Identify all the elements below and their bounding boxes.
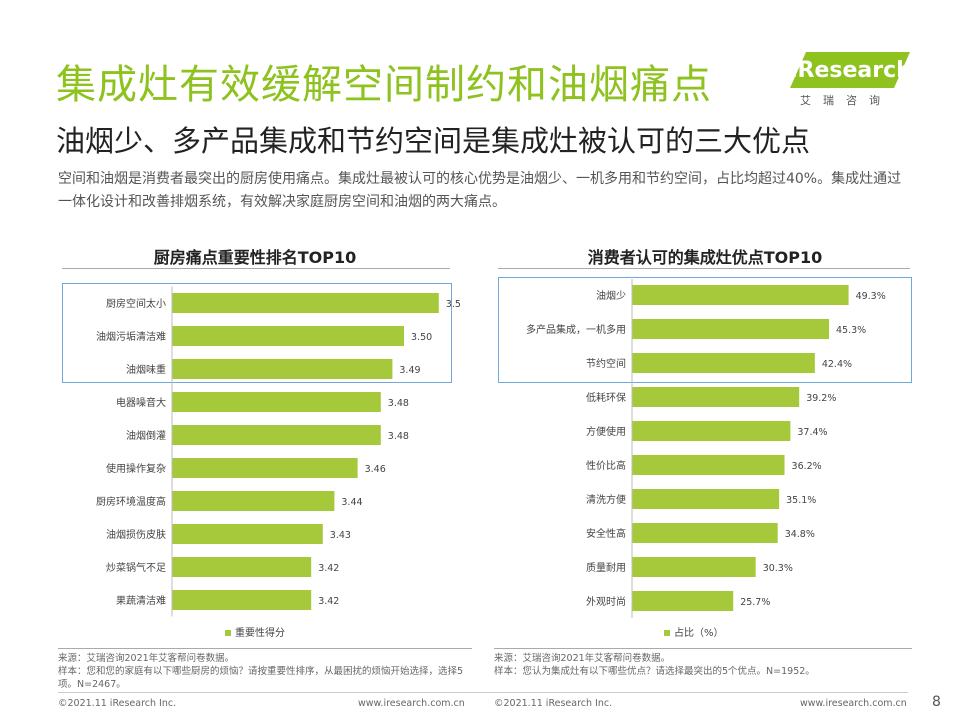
left-highlight-box <box>62 283 452 383</box>
left-chart-title: 厨房痛点重要性排名TOP10 <box>153 248 357 267</box>
logo: iResearch <box>790 58 912 83</box>
footer-copyright-right: ©2021.11 iResearch Inc. <box>494 698 613 709</box>
right-chart-category-label: 性价比高 <box>586 459 626 472</box>
left-chart-bar <box>172 557 312 577</box>
left-chart-category-label: 炒菜锅气不足 <box>106 561 166 574</box>
right-chart-category-label: 节约空间 <box>586 357 626 370</box>
right-chart-value-label: 35.1% <box>786 495 816 506</box>
left-notes-divider <box>58 648 472 649</box>
right-chart-value-label: 39.2% <box>806 393 836 404</box>
left-chart-bar <box>172 458 358 478</box>
left-chart-category-label: 油烟损伤皮肤 <box>106 528 166 541</box>
left-chart-value-label: 3.49 <box>399 365 420 376</box>
right-chart-bar <box>632 285 849 305</box>
left-chart-bar <box>172 359 393 379</box>
page-subtitle: 油烟少、多产品集成和节约空间是集成灶被认可的三大优点 <box>56 124 811 158</box>
left-chart-value-label: 3.44 <box>341 497 362 508</box>
left-chart-bar <box>172 524 323 544</box>
right-chart-bar <box>632 319 830 339</box>
left-chart-category-label: 油烟味重 <box>126 363 166 376</box>
left-chart-value-label: 3.48 <box>388 431 409 442</box>
right-chart-category-label: 低耗环保 <box>586 391 626 404</box>
left-chart-value-label: 3.50 <box>411 332 432 343</box>
page-description: 空间和油烟是消费者最突出的厨房使用痛点。集成灶最被认可的核心优势是油烟少、一机多… <box>58 171 902 210</box>
logo-background-shape <box>790 52 910 88</box>
right-sample-note: 样本：您认为集成灶有以下哪些优点？请选择最突出的5个优点。N=1952。 <box>494 666 815 677</box>
footer-divider <box>58 692 908 693</box>
left-chart-value-label: 3.42 <box>318 596 339 607</box>
left-chart-category-label: 果蔬清洁难 <box>116 594 166 607</box>
right-chart-value-label: 30.3% <box>763 563 793 574</box>
right-chart-category-label: 安全性高 <box>586 527 626 540</box>
left-bar-chart: 厨房空间太小 3.53 油烟污垢清洁难 3.50 油烟味重 3.49 电器噪音大 3.48 油烟… <box>96 286 460 639</box>
right-source-note: 来源：艾瑞咨询2021年艾客帮问卷数据。 <box>494 653 671 664</box>
right-chart-bar <box>632 489 780 509</box>
right-chart-bar <box>632 455 785 475</box>
right-chart-bar <box>632 353 815 373</box>
left-source-note: 来源：艾瑞咨询2021年艾客帮问卷数据。 <box>58 653 235 664</box>
right-chart-value-label: 25.7% <box>740 597 770 608</box>
left-chart-bar <box>172 293 439 313</box>
left-chart-value-label: 3.43 <box>330 530 351 541</box>
left-chart-value-label: 3.46 <box>365 464 386 475</box>
left-chart-bar <box>172 491 335 511</box>
left-chart-bar <box>172 326 404 346</box>
right-chart-category-label: 油烟少 <box>596 289 626 302</box>
right-bar-chart: 油烟少 49.3% 多产品集成，一机多用 45.3% 节约空间 42.4% 低耗环保 39.2… <box>526 279 886 639</box>
left-chart-bar <box>172 590 312 610</box>
right-chart-value-label: 37.4% <box>797 427 827 438</box>
page-title: 集成灶有效缓解空间制约和油烟痛点 <box>56 62 712 108</box>
left-chart-category-label: 油烟倒灌 <box>126 429 166 442</box>
left-chart-category-label: 油烟污垢清洁难 <box>96 330 166 343</box>
left-notes: 来源：艾瑞咨询2021年艾客帮问卷数据。 样本：您和您的家庭有以下哪些厨房的烦恼… <box>58 652 474 691</box>
right-chart-category-label: 多产品集成，一机多用 <box>526 323 626 336</box>
left-sample-note: 样本：您和您的家庭有以下哪些厨房的烦恼？请按重要性排序，从最困扰的烦恼开始选择，… <box>58 666 464 690</box>
left-chart-bar <box>172 425 381 445</box>
right-chart-bar <box>632 387 800 407</box>
right-chart-legend-label: 占比（%） <box>674 626 724 639</box>
logo-shape <box>790 52 910 88</box>
right-notes-divider <box>494 648 912 649</box>
left-chart-legend-label: 重要性得分 <box>235 626 285 639</box>
footer-url-left[interactable]: www.iresearch.com.cn <box>358 698 465 709</box>
footer-copyright-left: ©2021.11 iResearch Inc. <box>58 698 177 709</box>
right-chart-value-label: 36.2% <box>792 461 822 472</box>
left-chart-category-label: 厨房空间太小 <box>106 297 166 310</box>
logo-subtitle: 艾瑞咨询 <box>800 94 892 107</box>
right-chart-value-label: 42.4% <box>822 359 852 370</box>
right-chart-category-label: 方便使用 <box>586 425 626 438</box>
left-chart-category-label: 使用操作复杂 <box>106 462 166 475</box>
left-chart-legend-swatch <box>225 630 231 636</box>
right-highlight-box <box>498 277 912 383</box>
left-chart-value-label: 3.48 <box>388 398 409 409</box>
page-number: 8 <box>932 694 941 710</box>
left-chart-category-label: 电器噪音大 <box>116 396 166 409</box>
right-chart-legend-swatch <box>664 630 670 636</box>
right-chart-bar <box>632 557 756 577</box>
footer-url-right[interactable]: www.iresearch.com.cn <box>800 698 907 709</box>
right-chart-bar <box>632 421 791 441</box>
right-notes: 来源：艾瑞咨询2021年艾客帮问卷数据。 样本：您认为集成灶有以下哪些优点？请选… <box>494 652 912 678</box>
right-chart-value-label: 45.3% <box>836 325 866 336</box>
right-chart-category-label: 外观时尚 <box>586 595 626 608</box>
right-title-divider <box>498 268 910 269</box>
left-title-divider <box>62 268 450 269</box>
right-chart-category-label: 清洗方便 <box>586 493 626 506</box>
right-chart-bar <box>632 523 778 543</box>
right-chart-value-label: 34.8% <box>785 529 815 540</box>
left-chart-value-label: 3.53 <box>446 299 460 310</box>
left-chart-category-label: 厨房环境温度高 <box>96 495 166 508</box>
right-chart-category-label: 质量耐用 <box>586 561 626 574</box>
left-chart-value-label: 3.42 <box>318 563 339 574</box>
right-chart-title: 消费者认可的集成灶优点TOP10 <box>587 248 823 267</box>
left-chart-bar <box>172 392 381 412</box>
right-chart-bar <box>632 591 734 611</box>
right-chart-value-label: 49.3% <box>856 291 886 302</box>
